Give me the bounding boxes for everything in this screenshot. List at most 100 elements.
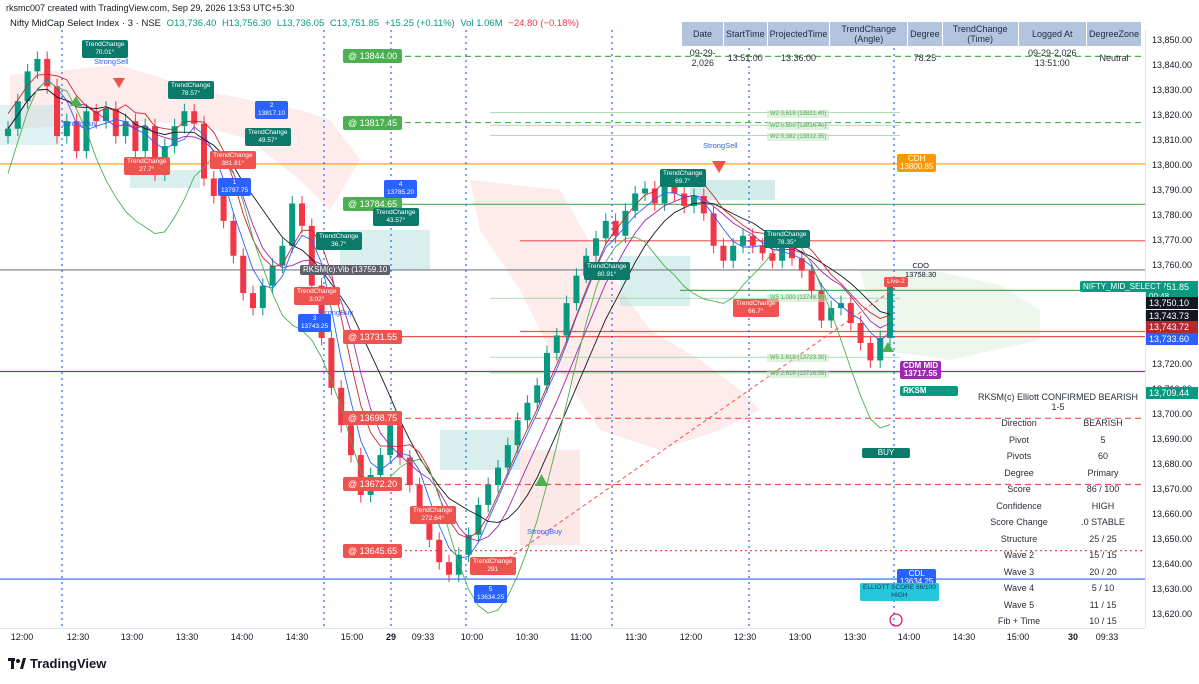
candle-body xyxy=(269,265,276,286)
sell-triangle xyxy=(712,161,726,173)
rksm-vib-label: RKSM(c):Vib (13759.10 xyxy=(300,265,391,275)
candle-body xyxy=(877,337,884,361)
elliott-row: Score Change .0 STABLE xyxy=(974,514,1142,531)
candle-body xyxy=(465,534,472,555)
candle-body xyxy=(5,128,11,137)
candle-body xyxy=(887,286,893,338)
time-tick: 11:30 xyxy=(625,632,647,642)
fib-label: W2 0.382 (13812.35) xyxy=(767,133,830,141)
price-tick: 13,670.00 xyxy=(1152,483,1193,494)
candle-body xyxy=(318,285,325,338)
candle-body xyxy=(651,188,658,204)
price-tick: 13,810.00 xyxy=(1152,135,1193,146)
candle-body xyxy=(24,71,31,102)
time-tick: 12:00 xyxy=(679,632,703,642)
candle-body xyxy=(455,554,462,575)
candle-body xyxy=(602,220,609,239)
time-tick: 12:00 xyxy=(10,632,34,642)
elliott-key: Direction xyxy=(1001,418,1037,429)
candle-body xyxy=(612,220,619,236)
fib-label: W2 0.500 (13816.40) xyxy=(767,122,830,130)
candle-body xyxy=(514,420,521,446)
volume-value: Vol 1.06M xyxy=(460,18,503,29)
elliott-key: Wave 3 xyxy=(1003,566,1035,577)
elliott-key: Confidence xyxy=(996,500,1042,511)
candle-body xyxy=(230,220,237,256)
pivot-label: 5 13634.25 xyxy=(474,585,508,603)
elliott-key: Degree xyxy=(1004,467,1034,478)
time-tick: 14:30 xyxy=(952,632,976,642)
price-tag: 13,750.10 xyxy=(1146,297,1198,309)
time-tick: 14:00 xyxy=(230,632,254,642)
th-date: Date xyxy=(682,22,724,46)
time-tick: 29 xyxy=(385,632,397,642)
elliott-score-box: ELLIOTT SCORE 86/100 HIGH xyxy=(860,583,939,601)
th-zone: DegreeZone xyxy=(1086,22,1143,46)
tradingview-logo[interactable]: TradingView xyxy=(8,656,106,671)
elliott-row: Pivots 60 xyxy=(974,448,1142,465)
elliott-row: Wave 3 20 / 20 xyxy=(974,564,1142,581)
pivot-label: 2 13817.10 xyxy=(255,101,289,119)
level-label: @ 13645.65 xyxy=(343,543,403,558)
live-label: Live-2 xyxy=(884,277,908,287)
candle-body xyxy=(446,562,452,575)
candle-body xyxy=(201,123,207,179)
candle-body xyxy=(436,539,443,563)
level-label: @ 13784.65 xyxy=(343,197,403,212)
candle-body xyxy=(210,178,217,196)
trend-change-table: Date StartTime ProjectedTime TrendChange… xyxy=(682,22,1143,70)
td-date: 09-29-2,026 xyxy=(689,48,716,68)
elliott-key: Structure xyxy=(1000,533,1038,544)
candle-body xyxy=(279,245,286,266)
price-tick: 13,780.00 xyxy=(1152,209,1193,220)
candle-body xyxy=(828,308,835,321)
bolt-icon xyxy=(889,613,903,627)
candle-body xyxy=(485,484,492,505)
price-tick: 13,770.00 xyxy=(1152,234,1193,245)
ma-black xyxy=(7,88,891,523)
price-tick: 13,640.00 xyxy=(1152,558,1193,569)
candle-body xyxy=(495,467,501,485)
candle-body xyxy=(759,245,766,254)
trend-change-label: TrendChange 36.7° xyxy=(316,232,362,250)
buy-label: BUY xyxy=(862,448,910,458)
time-tick: 30 xyxy=(1067,632,1079,642)
elliott-value: 5 / 10 xyxy=(1091,583,1115,594)
td-start: 13:51:00 xyxy=(727,53,763,63)
trend-change-label: TrendChange 49.57° xyxy=(245,128,291,146)
candle-body xyxy=(691,195,697,206)
elliott-value: .0 STABLE xyxy=(1081,517,1125,528)
price-tick: 13,820.00 xyxy=(1152,110,1193,121)
elliott-key: Pivots xyxy=(1006,451,1032,462)
candle-body xyxy=(406,457,413,485)
candle-body xyxy=(112,108,119,137)
symbol-tag: NIFTY_MID_SELECT xyxy=(1080,281,1164,292)
open-value: O13,736.40 xyxy=(166,18,217,29)
candle-body xyxy=(671,185,678,194)
time-axis[interactable]: 12:00 12:30 13:00 13:30 14:00 14:30 15:00 29 09:… xyxy=(0,628,1145,647)
elliott-row: Degree Primary xyxy=(974,465,1142,482)
level-label: @ 13817.45 xyxy=(343,115,403,130)
candle-body xyxy=(152,126,158,174)
symbol-name[interactable]: Nifty MidCap Select Index · 3 · NSE xyxy=(10,18,161,29)
buy-triangle xyxy=(535,474,548,486)
time-tick: 13:30 xyxy=(175,632,199,642)
trend-change-label: TrendChange 70.01° xyxy=(82,40,128,58)
candle-body xyxy=(299,203,305,226)
td-degree: 78.25 xyxy=(913,53,937,63)
time-tick: 14:30 xyxy=(285,632,309,642)
time-tick: 09:33 xyxy=(411,632,435,642)
lagging-span xyxy=(7,80,891,614)
candle-body xyxy=(357,455,364,495)
candle-body xyxy=(132,121,139,152)
chart-credit: rksmc007 created with TradingView.com, S… xyxy=(6,3,295,13)
td-zone: Neutral xyxy=(1099,53,1129,63)
th-start: StartTime xyxy=(723,22,768,46)
price-tick: 13,850.00 xyxy=(1152,35,1193,46)
price-tick: 13,660.00 xyxy=(1152,508,1193,519)
time-tick: 12:30 xyxy=(66,632,90,642)
pivot-label: 1 13797.75 xyxy=(218,178,252,196)
candle-body xyxy=(573,275,580,304)
elliott-key: Score Change xyxy=(990,517,1048,528)
candle-body xyxy=(191,111,198,124)
